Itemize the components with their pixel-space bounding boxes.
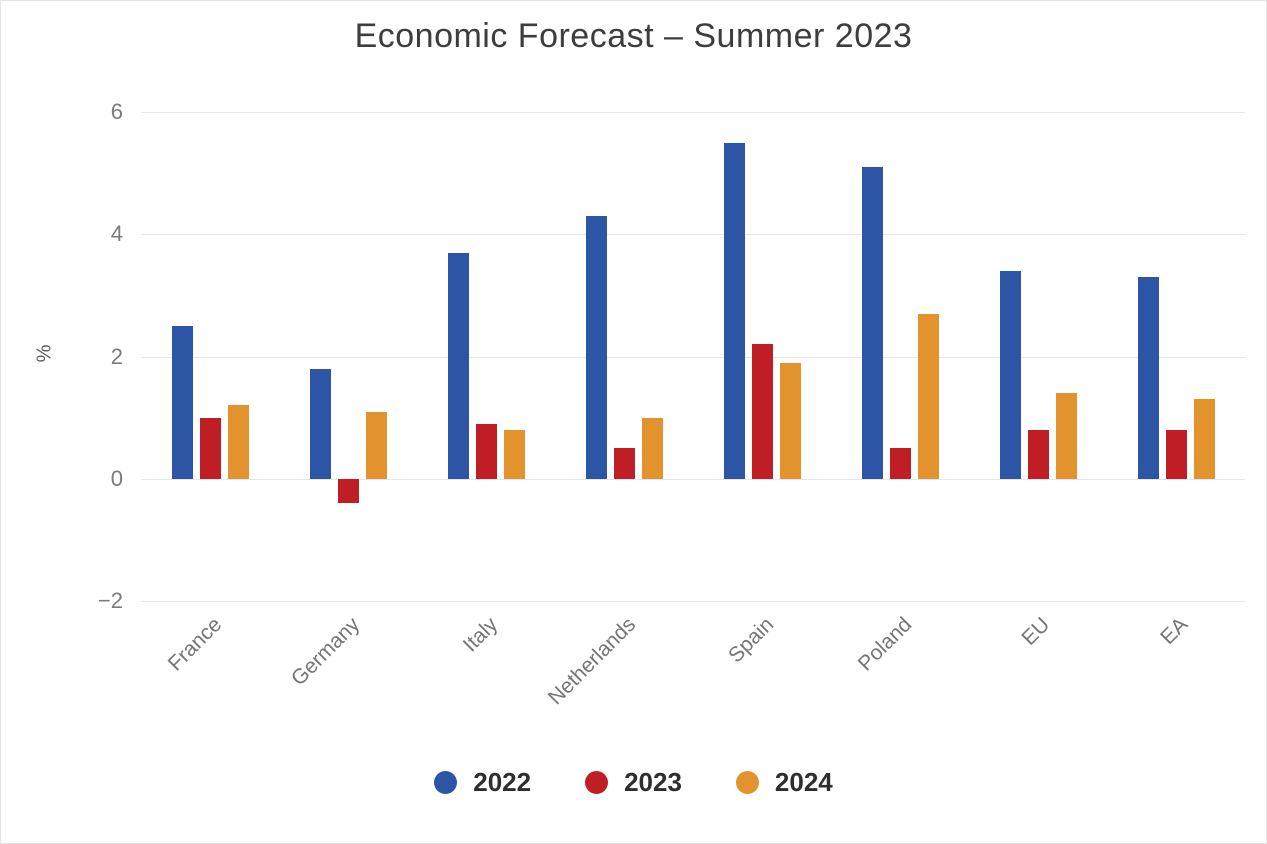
y-axis-tick-label: 6 bbox=[110, 99, 123, 124]
bar-Spain-2024[interactable] bbox=[779, 362, 801, 479]
x-axis-label-text: Spain bbox=[724, 613, 779, 668]
bar-Germany-2022[interactable] bbox=[309, 368, 331, 479]
bar-EU-2023[interactable] bbox=[1027, 429, 1049, 479]
bar-Netherlands-2023[interactable] bbox=[613, 448, 635, 479]
bar-Spain-2022[interactable] bbox=[723, 142, 745, 479]
legend-dot-2024 bbox=[735, 771, 759, 794]
legend: 2022 2023 2024 bbox=[1, 767, 1266, 798]
x-axis-label-text: Poland bbox=[853, 613, 917, 676]
x-axis-label-text: EU bbox=[1017, 613, 1055, 650]
bar-France-2022[interactable] bbox=[171, 325, 193, 479]
gridline bbox=[141, 234, 1245, 236]
x-axis-label-text: Italy bbox=[458, 613, 503, 657]
legend-label: 2024 bbox=[774, 767, 833, 797]
bar-Netherlands-2022[interactable] bbox=[585, 215, 607, 479]
bar-EA-2023[interactable] bbox=[1165, 429, 1187, 479]
bar-Netherlands-2024[interactable] bbox=[641, 417, 663, 479]
bar-France-2024[interactable] bbox=[227, 405, 249, 479]
legend-item-2022[interactable]: 2022 bbox=[434, 767, 531, 798]
bar-EU-2022[interactable] bbox=[999, 270, 1021, 479]
y-axis-tick-label: 2 bbox=[110, 343, 123, 369]
legend-label: 2023 bbox=[624, 767, 682, 797]
x-axis-label-text: Netherlands bbox=[543, 613, 641, 710]
legend-item-2024[interactable]: 2024 bbox=[735, 767, 833, 798]
y-axis-tick-label: 0 bbox=[110, 465, 123, 491]
bar-Germany-2024[interactable] bbox=[365, 411, 387, 479]
bar-Poland-2023[interactable] bbox=[889, 448, 911, 479]
chart-title: Economic Forecast – Summer 2023 bbox=[354, 17, 913, 55]
bar-Germany-2023[interactable] bbox=[337, 478, 359, 504]
bar-Poland-2024[interactable] bbox=[917, 313, 939, 479]
bar-Italy-2022[interactable] bbox=[447, 252, 469, 479]
plot-area bbox=[141, 112, 1245, 602]
y-axis-tick-label: 4 bbox=[110, 221, 123, 247]
bar-Poland-2022[interactable] bbox=[861, 167, 883, 479]
gridline bbox=[141, 356, 1245, 358]
legend-item-2023[interactable]: 2023 bbox=[585, 767, 682, 798]
y-axis-tick-label: −2 bbox=[97, 588, 123, 613]
legend-dot-2022 bbox=[434, 771, 458, 794]
x-axis-label-text: EA bbox=[1156, 613, 1193, 650]
legend-label: 2022 bbox=[473, 767, 532, 797]
bar-EA-2022[interactable] bbox=[1137, 277, 1159, 479]
gridline bbox=[141, 112, 1245, 113]
gridline bbox=[141, 478, 1245, 480]
bar-Italy-2024[interactable] bbox=[503, 429, 525, 479]
legend-dot-2023 bbox=[585, 771, 609, 794]
bar-Spain-2023[interactable] bbox=[751, 344, 773, 479]
bar-EA-2024[interactable] bbox=[1193, 399, 1215, 479]
x-axis-label-text: France bbox=[163, 613, 227, 676]
bar-Italy-2023[interactable] bbox=[475, 423, 497, 479]
bar-EU-2024[interactable] bbox=[1055, 393, 1077, 479]
gridline bbox=[141, 601, 1245, 602]
x-axis-label-text: Germany bbox=[286, 613, 365, 691]
bar-France-2023[interactable] bbox=[199, 417, 221, 479]
